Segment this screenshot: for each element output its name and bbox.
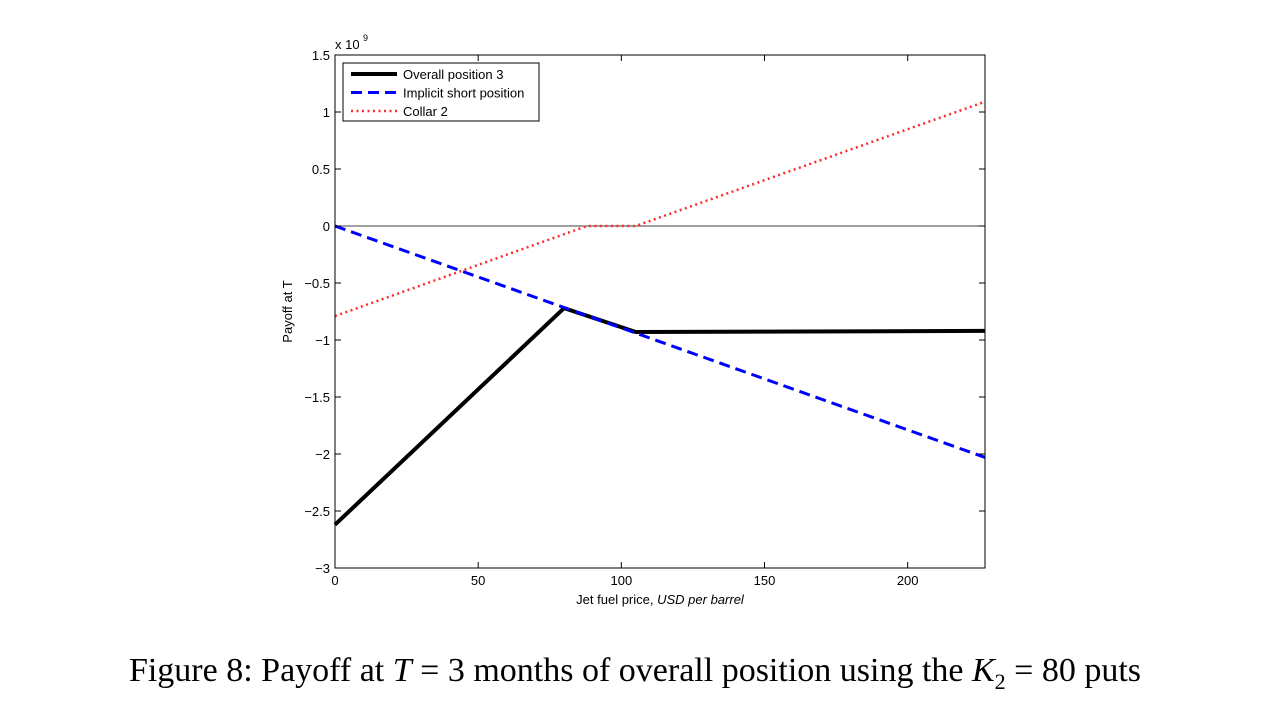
payoff-chart: 0 50 100 150 200 −3 −2.5 −2 −1.5 −1 −0.5 0 0.5 1 1.5 x … bbox=[280, 33, 986, 607]
series-line-3 bbox=[334, 100, 986, 318]
series-layer bbox=[333, 100, 986, 527]
x-tick-label: 50 bbox=[471, 573, 485, 588]
x-tick-label: 0 bbox=[331, 573, 338, 588]
figure-caption: Figure 8: Payoff at T = 3 months of over… bbox=[128, 652, 1142, 694]
x-tick-label: 150 bbox=[754, 573, 776, 588]
y-tick-label: −2.5 bbox=[304, 504, 330, 519]
y-tick-label: 0.5 bbox=[312, 162, 330, 177]
y-tick-label: 1 bbox=[323, 105, 330, 120]
legend-label-1: Overall position 3 bbox=[403, 67, 503, 82]
plot-area bbox=[335, 55, 985, 568]
legend: Overall position 3 Implicit short positio… bbox=[342, 62, 540, 122]
series-line-2 bbox=[334, 224, 986, 459]
y-tick-label: −1.5 bbox=[304, 390, 330, 405]
y-tick-label: −3 bbox=[315, 561, 330, 576]
legend-label-3: Collar 2 bbox=[403, 104, 448, 119]
y-tick-label: 0 bbox=[323, 219, 330, 234]
y-tick-label: −0.5 bbox=[304, 276, 330, 291]
x-tick-label: 100 bbox=[610, 573, 632, 588]
legend-label-2: Implicit short position bbox=[403, 86, 524, 101]
x-tick-label: 200 bbox=[897, 573, 919, 588]
y-exponent-label: x 10 bbox=[335, 37, 360, 52]
y-axis-label: Payoff at T bbox=[280, 280, 295, 342]
y-exponent-superscript: 9 bbox=[363, 33, 368, 43]
plot-background bbox=[335, 55, 985, 568]
axes-frame bbox=[334, 54, 986, 569]
axes-layer: 0 50 100 150 200 −3 −2.5 −2 −1.5 −1 −0.5 0 0.5 1 1.5 x … bbox=[280, 33, 986, 607]
y-tick-label: 1.5 bbox=[312, 48, 330, 63]
y-tick-label: −1 bbox=[315, 333, 330, 348]
x-axis-label: Jet fuel price, USD per barrel bbox=[576, 592, 745, 607]
y-tick-label: −2 bbox=[315, 447, 330, 462]
